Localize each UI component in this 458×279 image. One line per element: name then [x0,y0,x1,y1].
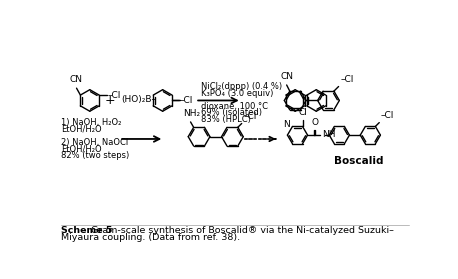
Text: Gram-scale synthesis of Boscalid® via the Ni-catalyzed Suzuki–: Gram-scale synthesis of Boscalid® via th… [85,226,394,235]
Text: 2) NaOH, NaOCl: 2) NaOH, NaOCl [61,138,128,147]
Text: CN: CN [281,72,294,81]
Text: Cl: Cl [298,108,307,117]
Text: EtOH/H₂O: EtOH/H₂O [61,145,102,153]
Text: dioxane, 100 °C: dioxane, 100 °C [201,102,267,111]
Text: 82% (two steps): 82% (two steps) [61,151,129,160]
Text: 1) NaOH, H₂O₂: 1) NaOH, H₂O₂ [61,118,121,127]
Text: K₃PO₄ (3.0 equiv): K₃PO₄ (3.0 equiv) [201,89,273,98]
Text: –Cl: –Cl [381,111,394,120]
Text: 69% (isolated): 69% (isolated) [201,108,262,117]
Text: NH₂: NH₂ [184,109,201,118]
Text: Scheme 5: Scheme 5 [61,226,113,235]
Text: O: O [311,118,318,127]
Text: –Cl: –Cl [340,75,354,84]
Text: –Cl: –Cl [108,91,121,100]
Text: Miyaura coupling. (Data from ref. 38).: Miyaura coupling. (Data from ref. 38). [61,233,240,242]
Text: EtOH/H₂O: EtOH/H₂O [61,125,102,134]
Text: NH: NH [322,130,336,139]
Text: Boscalid: Boscalid [334,155,383,165]
Text: –Cl: –Cl [180,96,193,105]
Text: (HO)₂B–: (HO)₂B– [121,95,156,104]
Text: CN: CN [69,75,82,84]
Text: +: + [104,94,115,107]
Text: –Cl: –Cl [243,112,256,121]
Text: NiCl₂(dppp) (0.4 %): NiCl₂(dppp) (0.4 %) [201,82,282,91]
Text: 83% (HPLC): 83% (HPLC) [201,115,251,124]
Text: N: N [284,121,290,129]
